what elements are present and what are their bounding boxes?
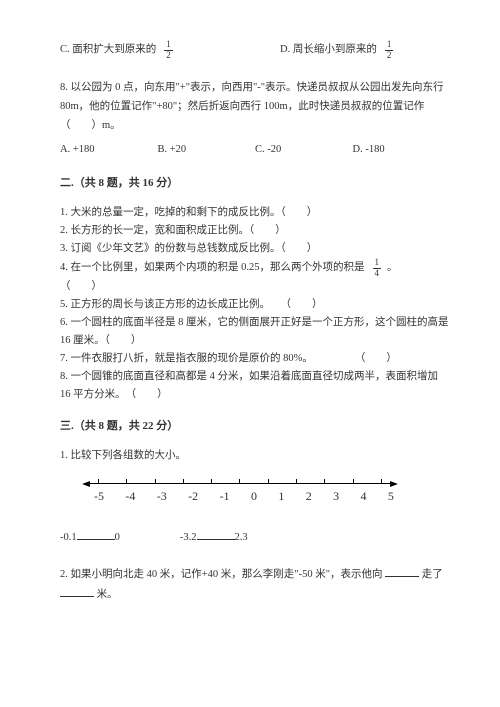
s3-q2: 2. 如果小明向北走 40 米，记作+40 米，那么李刚走"-50 米"，表示他…	[60, 565, 450, 605]
tick-label: 5	[388, 486, 394, 508]
s2-item-8: 8. 一个圆锥的底面直径和高都是 4 分米，如果沿着底面直径切成两半，表面积增加…	[60, 368, 450, 404]
s3-q2-c: 米。	[97, 589, 118, 600]
section-2-body: 1. 大米的总量一定，吃掉的和剩下的成反比例。（ ） 2. 长方形的长一定，宽和…	[60, 204, 450, 403]
q7-options: C. 面积扩大到原来的 1 2 D. 周长缩小到原来的 1 2	[60, 40, 450, 61]
s3-q1-compare-row: -0.1 0 -3.2 2.3	[60, 528, 450, 548]
s2-item-3: 3. 订阅《少年文艺》的份数与总钱数成反比例。（ ）	[60, 240, 450, 258]
s2-item-4: 4. 在一个比例里，如果两个内项的积是 0.25，那么两个外项的积是 1 4 。	[60, 258, 450, 279]
q8-option-a: A. +180	[60, 141, 158, 160]
number-line-axis	[90, 483, 390, 484]
tick-label: 2	[306, 486, 312, 508]
tick	[183, 479, 184, 484]
blank-input[interactable]	[60, 585, 94, 597]
pair1-b: 0	[115, 532, 120, 543]
blank-input[interactable]	[77, 528, 115, 540]
tick-label: -1	[220, 486, 230, 508]
blank-input[interactable]	[385, 565, 419, 577]
tick	[296, 479, 297, 484]
s2-item-4-fraction: 1 4	[373, 258, 382, 279]
q7-c-fraction: 1 2	[164, 40, 173, 61]
tick-label: -2	[188, 486, 198, 508]
s2-item-6: 6. 一个圆柱的底面半径是 8 厘米，它的侧面展开正好是一个正方形，这个圆柱的高…	[60, 314, 450, 350]
blank-input[interactable]	[197, 528, 235, 540]
frac-num: 1	[373, 258, 382, 269]
tick	[211, 479, 212, 484]
s2-item-1: 1. 大米的总量一定，吃掉的和剩下的成反比例。（ ）	[60, 204, 450, 222]
tick-label: -4	[125, 486, 135, 508]
s2-item-4b: 。	[387, 259, 398, 277]
tick-label: -3	[157, 486, 167, 508]
number-line-ticks	[90, 479, 390, 484]
q8-option-c: C. -20	[255, 141, 353, 160]
s2-item-5: 5. 正方形的周长与该正方形的边长成正比例。 （ ）	[60, 296, 450, 314]
tick	[381, 479, 382, 484]
q8-options: A. +180 B. +20 C. -20 D. -180	[60, 141, 450, 160]
s3-q1: 1. 比较下列各组数的大小。	[60, 447, 450, 465]
compare-pair-2: -3.2 2.3	[180, 528, 248, 548]
s2-item-7: 7. 一件衣服打八折，就是指衣服的现价是原价的 80%。 （ ）	[60, 350, 450, 368]
s2-item-4a: 4. 在一个比例里，如果两个内项的积是 0.25，那么两个外项的积是	[60, 259, 365, 277]
s2-item-2: 2. 长方形的长一定，宽和面积成正比例。（ ）	[60, 222, 450, 240]
pair2-a: -3.2	[180, 532, 197, 543]
tick-label: 1	[278, 486, 284, 508]
s2-item-4c: （ ）	[60, 278, 450, 296]
tick	[353, 479, 354, 484]
section-3-title: 三.（共 8 题，共 22 分）	[60, 417, 450, 437]
compare-pair-1: -0.1 0	[60, 528, 120, 548]
q7-d-text: D. 周长缩小到原来的	[280, 41, 377, 60]
q8-stem: 8. 以公园为 0 点，向东用"+"表示，向西用"-"表示。快递员叔叔从公园出发…	[60, 79, 450, 136]
number-line: -5 -4 -3 -2 -1 0 1 2 3 4 5	[90, 483, 450, 508]
tick-label: 0	[251, 486, 257, 508]
q7-option-c: C. 面积扩大到原来的 1 2	[60, 40, 230, 61]
pair2-b: 2.3	[235, 532, 248, 543]
tick	[126, 479, 127, 484]
s3-q2-a: 2. 如果小明向北走 40 米，记作+40 米，那么李刚走"-50 米"，表示他…	[60, 569, 383, 580]
tick	[98, 479, 99, 484]
tick-label: 3	[333, 486, 339, 508]
s3-q2-b: 走了	[422, 569, 443, 580]
tick	[239, 479, 240, 484]
q7-d-fraction: 1 2	[385, 40, 394, 61]
q8-option-b: B. +20	[158, 141, 256, 160]
number-line-labels: -5 -4 -3 -2 -1 0 1 2 3 4 5	[90, 484, 398, 508]
q8-option-d: D. -180	[353, 141, 451, 160]
frac-den: 4	[373, 269, 382, 279]
tick	[155, 479, 156, 484]
tick	[268, 479, 269, 484]
tick-label: -5	[94, 486, 104, 508]
tick	[324, 479, 325, 484]
frac-den: 2	[385, 51, 394, 61]
q7-c-text: C. 面积扩大到原来的	[60, 41, 156, 60]
q7-option-d: D. 周长缩小到原来的 1 2	[280, 40, 450, 61]
frac-den: 2	[164, 51, 173, 61]
section-2-title: 二.（共 8 题，共 16 分）	[60, 174, 450, 194]
tick-label: 4	[361, 486, 367, 508]
pair1-a: -0.1	[60, 532, 77, 543]
